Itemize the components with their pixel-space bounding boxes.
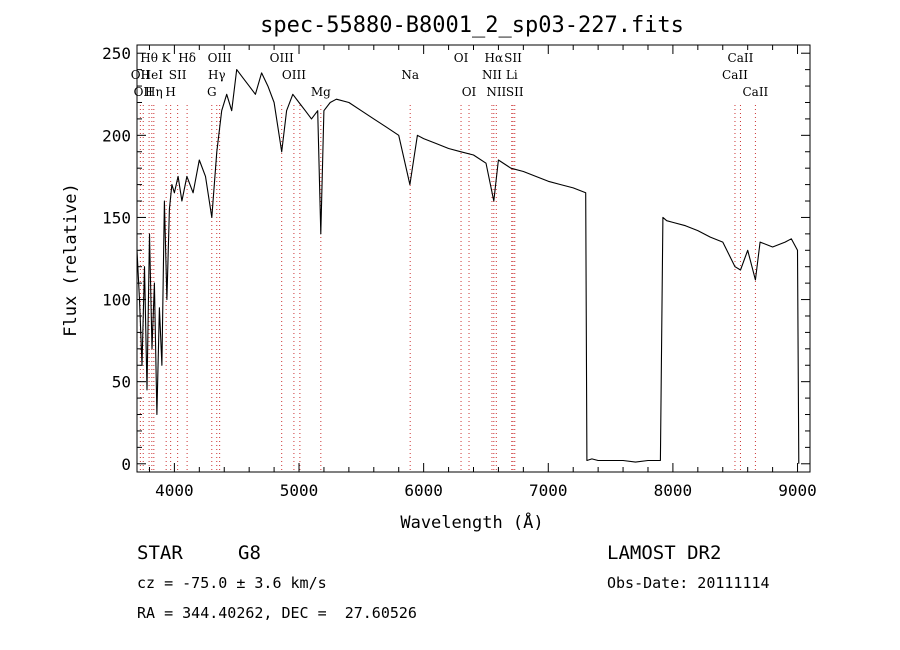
x-tick-label: 6000 bbox=[404, 481, 443, 500]
line-marker-label: OIII bbox=[270, 51, 294, 65]
y-axis-label: Flux (relative) bbox=[61, 183, 81, 337]
survey-label: LAMOST DR2 bbox=[607, 542, 722, 564]
line-marker-label: OIII bbox=[208, 51, 232, 65]
line-marker-label: SII bbox=[506, 85, 524, 99]
y-tick-label: 50 bbox=[112, 373, 131, 392]
y-tick-label: 200 bbox=[102, 126, 131, 145]
obs-date-label: Obs-Date: 20111114 bbox=[607, 574, 770, 592]
x-axis: 4000 5000 6000 7000 8000 9000 bbox=[148, 45, 817, 500]
object-subclass-label: G8 bbox=[238, 542, 261, 564]
radec-label: RA = 344.40262, DEC = 27.60526 bbox=[137, 604, 417, 622]
cz-label: cz = -75.0 ± 3.6 km/s bbox=[137, 574, 327, 592]
line-marker-label: NII bbox=[482, 68, 502, 82]
emission-line-markers: OII OII Hθ HeI Hη K H SII Hδ G Hγ OIII OIII OIII Mg Na O… bbox=[131, 51, 769, 472]
line-marker-label: CaII bbox=[742, 85, 768, 99]
spectrum-line bbox=[136, 69, 800, 464]
line-marker-label: CaII bbox=[722, 68, 748, 82]
y-tick-label: 100 bbox=[102, 291, 131, 310]
y-tick-label: 250 bbox=[102, 44, 131, 63]
x-tick-label: 9000 bbox=[778, 481, 817, 500]
x-tick-label: 4000 bbox=[155, 481, 194, 500]
line-marker-label: OI bbox=[454, 51, 469, 65]
y-tick-label: 0 bbox=[121, 455, 131, 474]
line-marker-label: Hγ bbox=[208, 68, 226, 82]
line-marker-label: Hη bbox=[145, 85, 163, 99]
y-axis: 0 50 100 150 200 250 bbox=[102, 44, 810, 474]
line-marker-label: HeI bbox=[141, 68, 164, 82]
line-marker-label: OII bbox=[131, 68, 151, 82]
spectrum-chart: spec-55880-B8001_2_sp03-227.fits OIIOIIH… bbox=[61, 13, 817, 533]
chart-title: spec-55880-B8001_2_sp03-227.fits bbox=[260, 13, 684, 38]
line-marker-label: CaII bbox=[728, 51, 754, 65]
y-tick-label: 150 bbox=[102, 208, 131, 227]
line-marker-label: OII bbox=[134, 85, 154, 99]
line-marker-label: OIII bbox=[282, 68, 306, 82]
line-marker-label: SII bbox=[504, 51, 522, 65]
x-tick-label: 7000 bbox=[529, 481, 568, 500]
line-marker-label: OI bbox=[462, 85, 477, 99]
line-marker-label: H bbox=[165, 85, 175, 99]
line-marker-label: Hθ bbox=[140, 51, 158, 65]
object-class-label: STAR bbox=[137, 542, 183, 564]
line-marker-label: G bbox=[207, 85, 217, 99]
line-marker-label: K bbox=[162, 51, 172, 65]
x-tick-label: 5000 bbox=[280, 481, 319, 500]
plot-frame bbox=[136, 44, 811, 473]
x-axis-label: Wavelength (Å) bbox=[400, 511, 543, 533]
line-marker-label: Na bbox=[401, 68, 419, 82]
line-marker-label: Mg bbox=[311, 85, 331, 99]
line-marker-label: Hδ bbox=[178, 51, 196, 65]
line-marker-label: Li bbox=[506, 68, 518, 82]
x-tick-label: 8000 bbox=[654, 481, 693, 500]
line-marker-label: NII bbox=[486, 85, 506, 99]
line-marker-label: SII bbox=[169, 68, 187, 82]
line-marker-label: Hα bbox=[485, 51, 504, 65]
